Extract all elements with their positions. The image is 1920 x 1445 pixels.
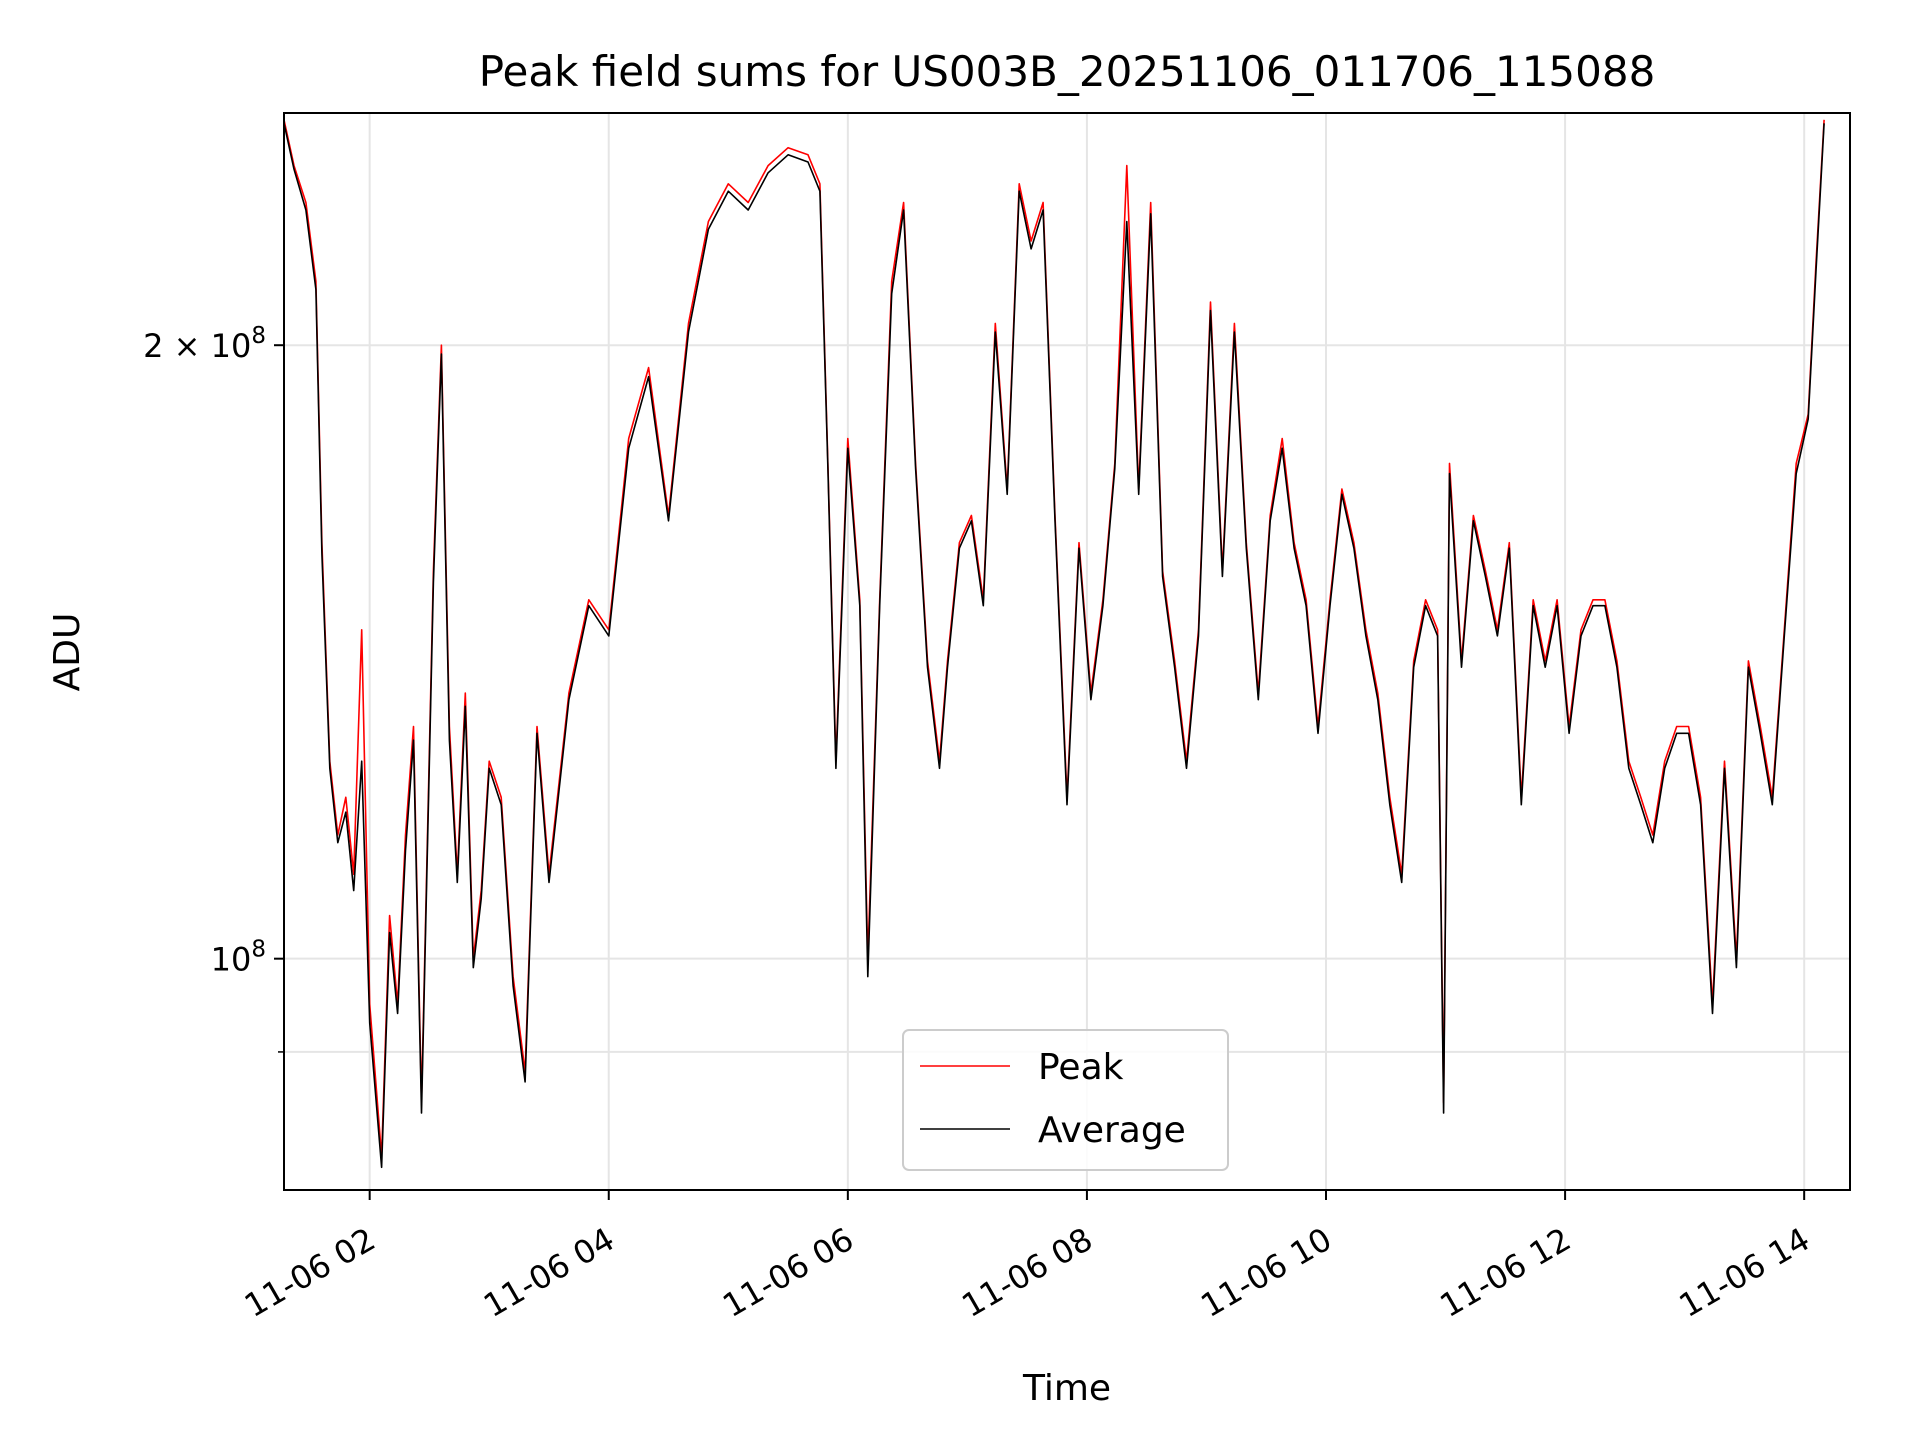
y-tick-label-1: 2 × 108 [143,323,266,365]
legend: Peak Average [903,1030,1228,1170]
legend-label-average: Average [1038,1110,1186,1151]
chart-title: Peak field sums for US003B_20251106_0117… [479,47,1656,96]
y-axis-label: ADU [47,613,88,692]
legend-label-peak: Peak [1038,1047,1124,1088]
x-axis-label: Time [1022,1368,1111,1409]
